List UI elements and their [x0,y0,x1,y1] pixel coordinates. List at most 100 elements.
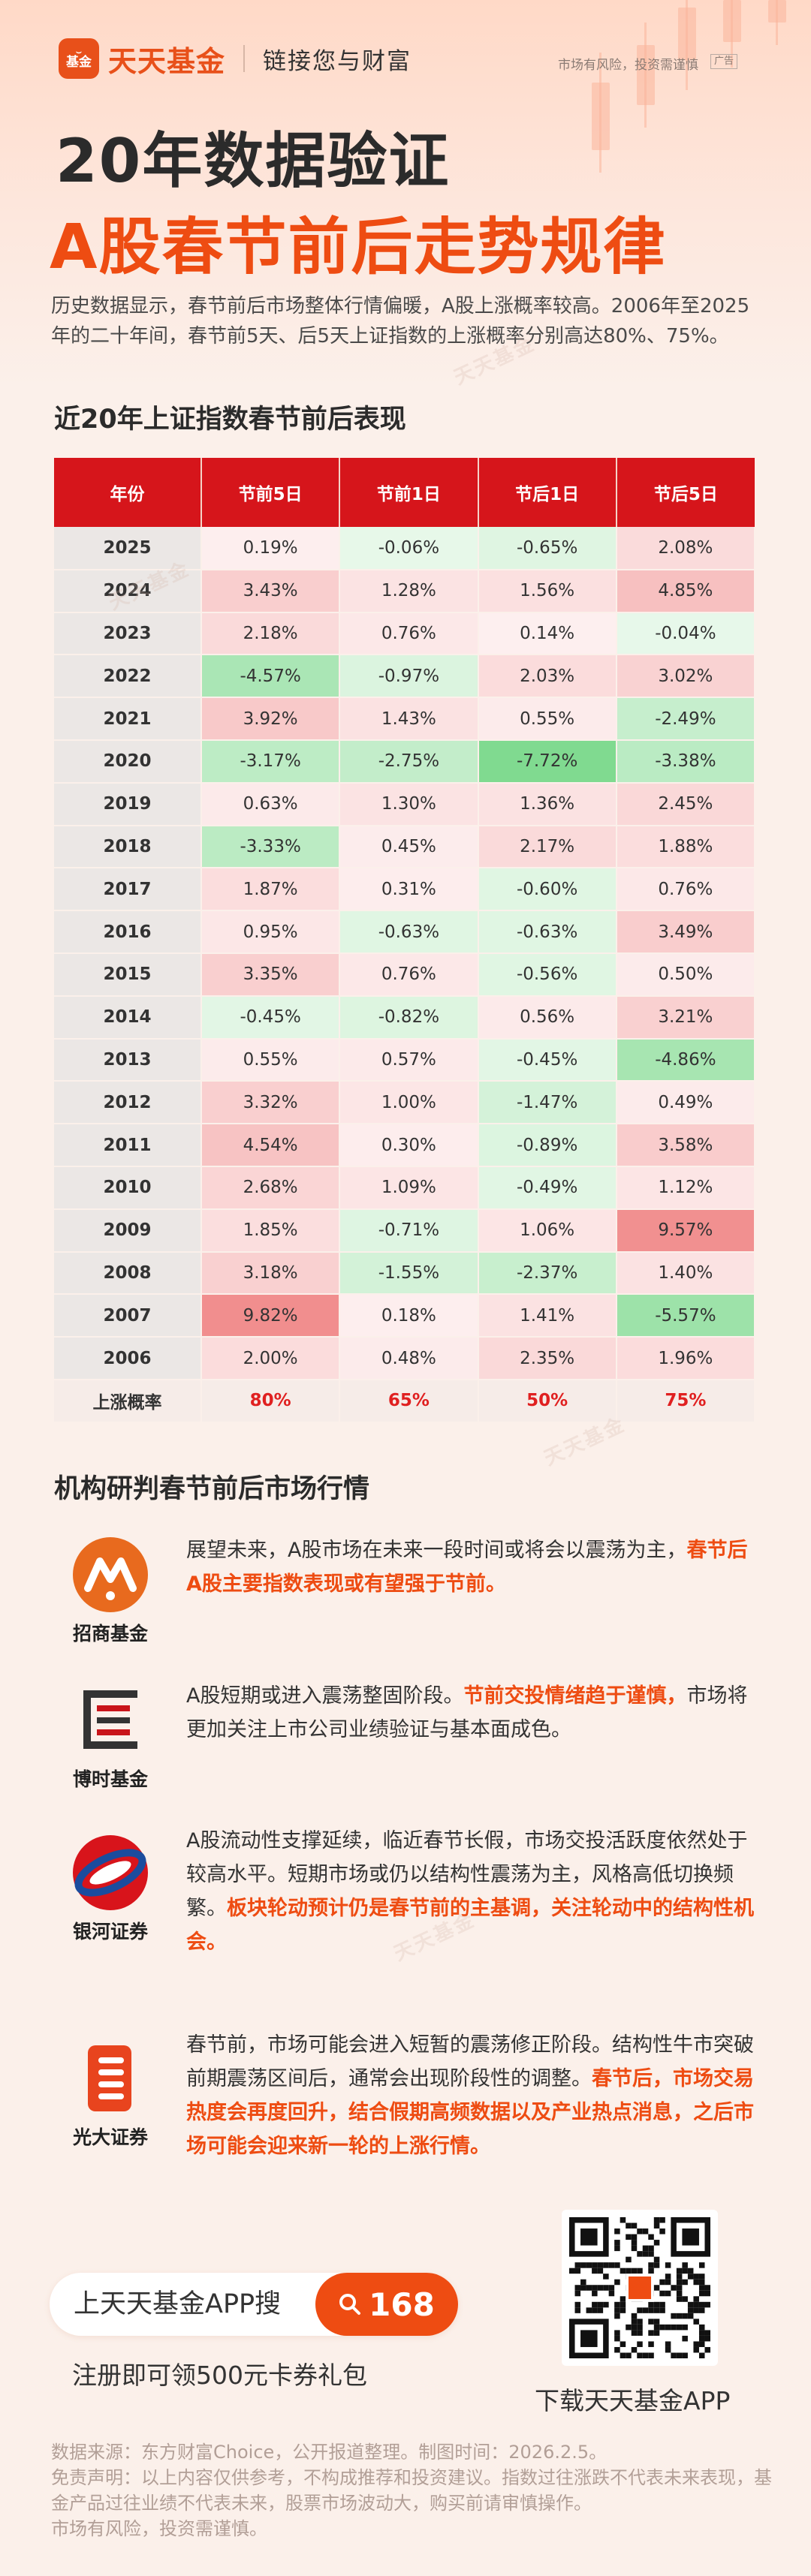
year-cell: 2023 [54,612,202,656]
value-cell: 2.18% [201,612,341,656]
value-cell: 0.76% [339,952,479,997]
institution-logo: 银河证券 [54,1831,167,1944]
table-row: 2007 9.82% 0.18% 1.41% -5.57% [54,1294,756,1338]
value-cell: 0.49% [616,1081,756,1125]
table-row: 2008 3.18% -1.55% -2.37% 1.40% [54,1251,756,1296]
value-cell: 0.55% [478,697,617,741]
year-cell: 2022 [54,655,202,699]
institution-name: 博时基金 [72,1768,148,1790]
table-row: 2020 -3.17% -2.75% -7.72% -3.38% [54,739,756,784]
value-cell: 1.12% [616,1166,756,1210]
value-cell: 1.41% [478,1294,617,1338]
value-cell: -2.37% [478,1251,617,1296]
value-cell: 0.14% [478,612,617,656]
probability-value: 65% [339,1379,479,1423]
institution-logo: 博时基金 [54,1679,167,1792]
value-cell: 4.85% [616,569,756,613]
search-icon [339,2294,361,2315]
search-code-button[interactable]: 168 [315,2273,458,2336]
everbright-securities-icon [69,2037,152,2120]
year-cell: 2007 [54,1294,202,1338]
qr-code[interactable] [562,2210,718,2366]
value-cell: 2.35% [478,1337,617,1380]
institution-quote: 春节前，市场可能会进入短暂的震荡修正阶段。结构性牛市突破前期震荡区间后，通常会出… [186,2033,754,2158]
app-search-banner[interactable]: 上天天基金APP搜 168 [50,2273,458,2336]
value-cell: 2.03% [478,655,617,699]
ad-tag: 广告 [710,54,737,69]
value-cell: 1.87% [201,868,341,912]
value-cell: -0.63% [339,910,479,954]
value-cell: -0.06% [339,527,479,570]
gift-text: 注册即可领500元卡券礼包 [72,2361,367,2390]
institution-quote: 展望未来，A股市场在未来一段时间或将会以震荡为主，春节后A股主要指数表现或有望强… [186,1539,748,1596]
table-row: 2018 -3.33% 0.45% 2.17% 1.88% [54,825,756,869]
value-cell: 0.55% [201,1038,341,1082]
value-cell: -7.72% [478,739,617,784]
value-cell: -0.49% [478,1166,617,1210]
table-row: 2011 4.54% 0.30% -0.89% 3.58% [54,1124,756,1167]
table-header-cell: 节后5日 [616,458,755,527]
institution-name: 光大证券 [72,2126,148,2148]
value-cell: -0.45% [201,995,341,1040]
value-cell: 3.43% [201,569,341,613]
table-row: 2021 3.92% 1.43% 0.55% -2.49% [54,697,756,741]
value-cell: -0.56% [478,952,617,997]
table-row: 2014 -0.45% -0.82% 0.56% 3.21% [54,995,756,1040]
value-cell: -4.86% [616,1038,756,1082]
table-row: 2016 0.95% -0.63% -0.63% 3.49% [54,910,756,954]
search-label: 上天天基金APP搜 [74,2289,282,2319]
value-cell: 3.49% [616,910,756,954]
year-cell: 2015 [54,952,202,997]
institution-name: 招商基金 [72,1623,148,1645]
value-cell: 1.09% [339,1166,479,1210]
value-cell: 0.18% [339,1294,479,1338]
table-row: 2019 0.63% 1.30% 1.36% 2.45% [54,782,756,826]
divider [243,45,246,72]
table-header-row: 年份 节前5日 节前1日 节后1日 节后5日 [54,458,755,527]
title-line-1: 20年数据验证 [56,126,451,196]
table-row: 2024 3.43% 1.28% 1.56% 4.85% [54,569,756,613]
table-row: 2023 2.18% 0.76% 0.14% -0.04% [54,612,756,656]
year-cell: 2011 [54,1124,202,1167]
value-cell: -0.82% [339,995,479,1040]
value-cell: 2.08% [616,527,756,570]
table-header-cell: 节前5日 [201,458,341,527]
table-row: 2022 -4.57% -0.97% 2.03% 3.02% [54,655,756,699]
value-cell: 0.19% [201,527,341,570]
value-cell: -5.57% [616,1294,756,1338]
value-cell: 0.31% [339,868,479,912]
year-cell: 2018 [54,825,202,869]
value-cell: -0.65% [478,527,617,570]
probability-row: 上涨概率 80% 65% 50% 75% [54,1379,756,1423]
value-cell: 1.30% [339,782,479,826]
title-line-2: A股春节前后走势规律 [50,212,667,283]
value-cell: 0.45% [339,825,479,869]
table-row: 2013 0.55% 0.57% -0.45% -4.86% [54,1038,756,1082]
table-header-cell: 年份 [54,458,202,527]
galaxy-securities-icon [69,1831,152,1914]
value-cell: 2.17% [478,825,617,869]
value-cell: 0.63% [201,782,341,826]
slogan: 链接您与财富 [263,47,412,75]
year-cell: 2016 [54,910,202,954]
institution-quote: A股流动性支撑延续，临近春节长假，市场交投活跃度依然处于较高水平。短期市场或仍以… [186,1829,754,1954]
value-cell: 0.50% [616,952,756,997]
institution-name: 银河证券 [72,1921,148,1943]
year-cell: 2020 [54,739,202,784]
value-cell: 3.92% [201,697,341,741]
risk-notice: 市场有风险，投资需谨慎 [558,58,698,73]
value-cell: 1.40% [616,1251,756,1296]
value-cell: 2.68% [201,1166,341,1210]
footer-source: 数据来源：东方财富Choice，公开报道整理。制图时间：2026.2.5。 [51,2442,607,2463]
value-cell: 3.32% [201,1081,341,1125]
value-cell: 1.88% [616,825,756,869]
table-row: 2006 2.00% 0.48% 2.35% 1.96% [54,1337,756,1380]
hero-background [0,0,811,390]
value-cell: -3.17% [201,739,341,784]
year-cell: 2012 [54,1081,202,1125]
china-merchants-fund-icon [69,1533,152,1616]
qr-code-icon [569,2217,710,2358]
value-cell: 1.56% [478,569,617,613]
table-body: 2025 0.19% -0.06% -0.65% 2.08% 2024 3.43% 1.28%… [54,527,756,1423]
value-cell: 1.36% [478,782,617,826]
